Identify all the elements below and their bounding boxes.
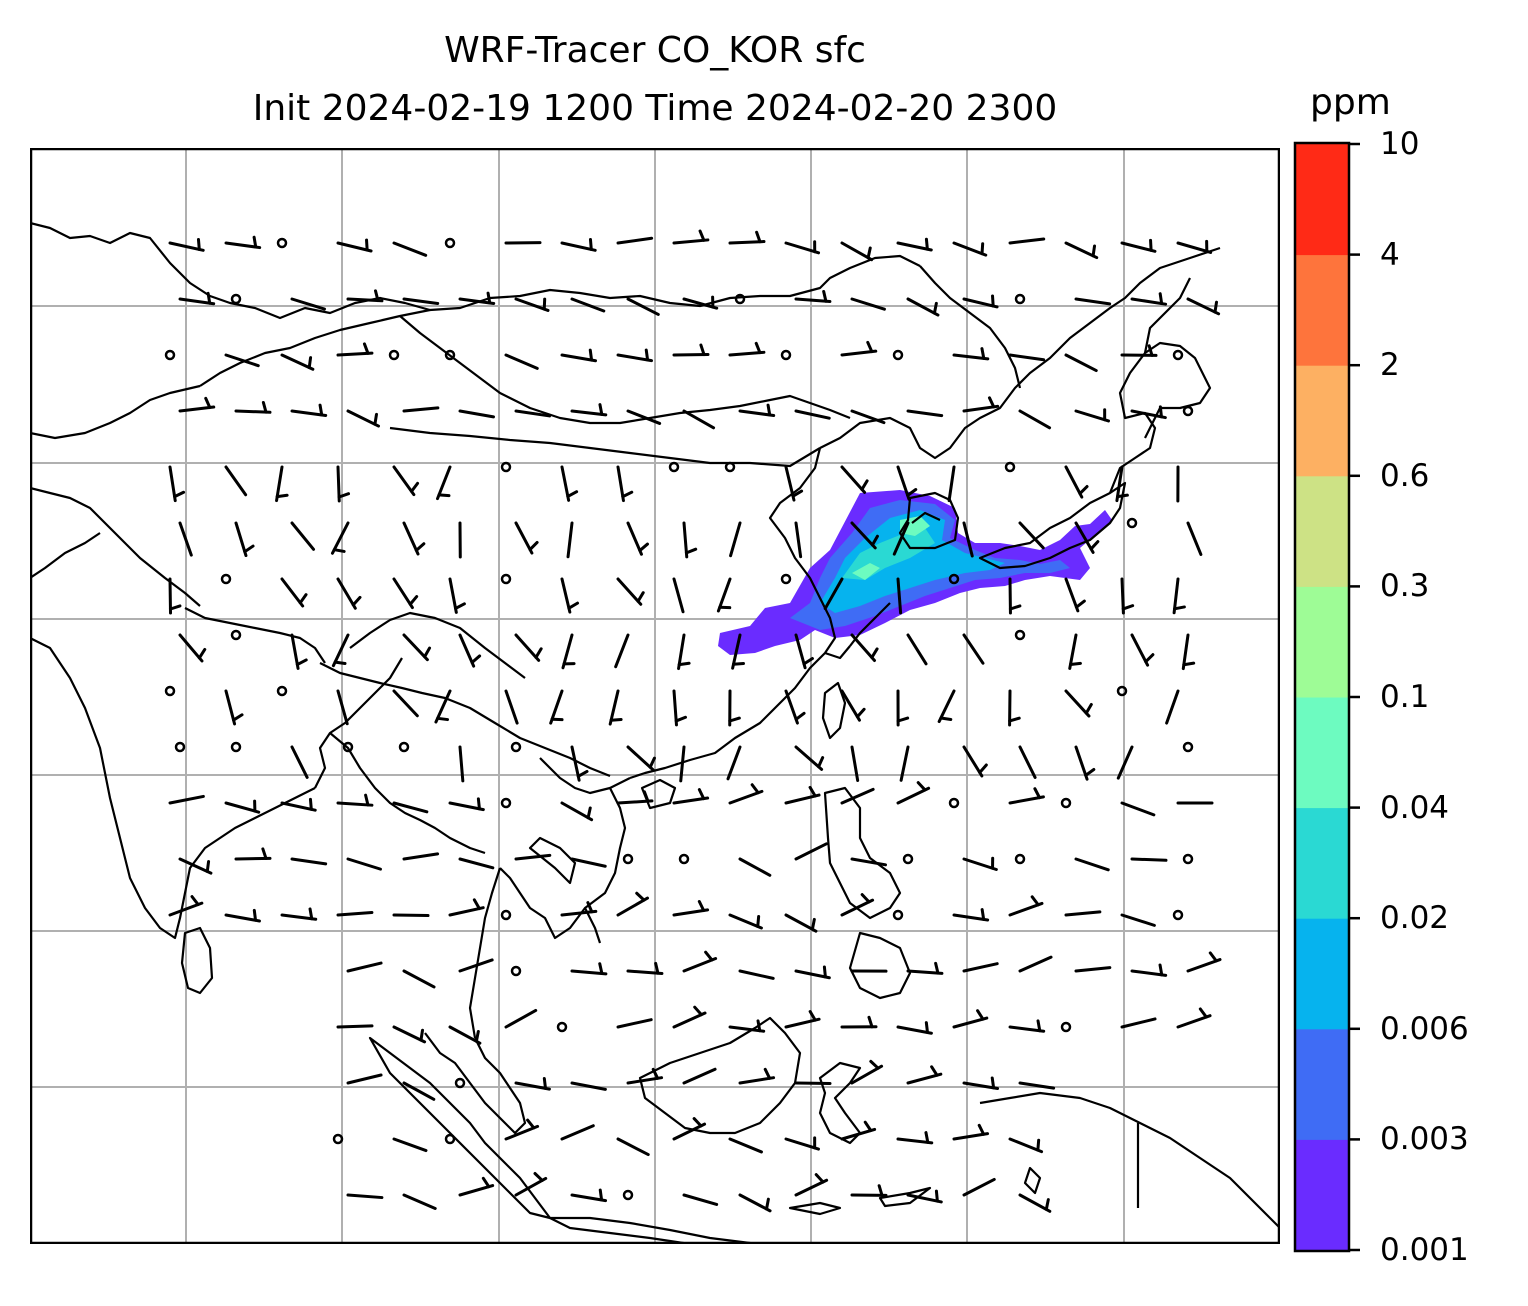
map-panel xyxy=(30,148,1280,1244)
colorbar-band xyxy=(1296,586,1348,698)
colorbar-tick-label: 4 xyxy=(1380,236,1400,273)
colorbar-tick-label: 0.001 xyxy=(1380,1232,1469,1268)
colorbar-band xyxy=(1296,697,1348,809)
colorbar-band xyxy=(1296,475,1348,587)
colorbar-band xyxy=(1296,1139,1348,1251)
colorbar-tick-label: 0.003 xyxy=(1380,1121,1469,1158)
map-gridlines xyxy=(30,148,1280,1244)
co-tracer-plume xyxy=(718,490,1112,655)
colorbar-tick-label: 0.1 xyxy=(1380,679,1430,715)
colorbar-tick-label: 0.04 xyxy=(1380,789,1450,826)
colorbar-tick-label: 10 xyxy=(1380,126,1420,162)
map-subtitle: Init 2024-02-19 1200 Time 2024-02-20 230… xyxy=(252,88,1058,129)
colorbar-band xyxy=(1296,1028,1348,1140)
colorbar-tick-label: 0.02 xyxy=(1380,900,1450,937)
colorbar-tick-label: 0.3 xyxy=(1380,568,1430,605)
coastlines xyxy=(30,221,1280,1244)
colorbar-band xyxy=(1296,254,1348,366)
colorbar-tick-label: 2 xyxy=(1380,347,1400,384)
map-title: WRF-Tracer CO_KOR sfc xyxy=(444,30,866,71)
colorbar-band xyxy=(1296,365,1348,477)
colorbar-tick-label: 0.006 xyxy=(1380,1010,1469,1047)
colorbar xyxy=(1293,141,1360,1253)
colorbar-band xyxy=(1296,144,1348,256)
wind-barbs xyxy=(164,229,1222,1213)
colorbar-band xyxy=(1296,807,1348,919)
colorbar-band xyxy=(1296,918,1348,1030)
map-border xyxy=(30,148,1280,1244)
colorbar-tick-label: 0.6 xyxy=(1380,457,1430,494)
colorbar-unit: ppm xyxy=(1310,82,1391,123)
